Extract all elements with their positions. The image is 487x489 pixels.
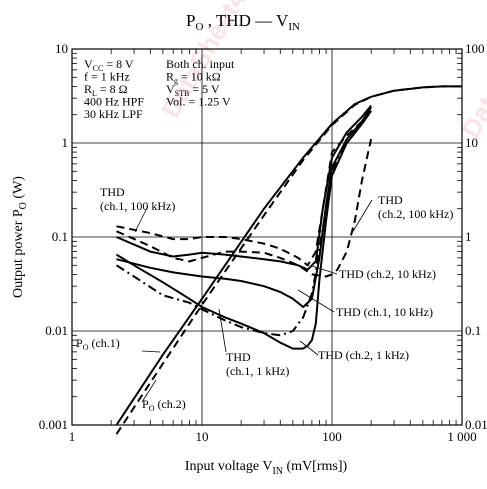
leader-line-po_ch2 (141, 379, 157, 403)
series-thd2_100k (116, 138, 373, 278)
series-thd2_1k (115, 110, 372, 350)
curve-label-thd_ch1_10k: THD (ch.1, 10 kHz) (336, 305, 433, 319)
series-lines (115, 85, 462, 435)
leader-line-thd_ch2_10k (311, 265, 338, 275)
y-tick-label-right: 0.01 (465, 417, 487, 432)
y-tick-label-right: 1 (465, 229, 472, 244)
condition-left: f = 1 kHz (84, 70, 130, 84)
condition-right: Both ch. input (166, 57, 235, 71)
title-sub-o: O (196, 21, 204, 33)
condition-right: Vol. = 1.25 V (166, 95, 231, 109)
curve-label-thd_ch1_1k: (ch.1, 1 kHz) (226, 364, 289, 378)
x-axis-label: Input voltage VIN (mV[rms]) (185, 459, 348, 477)
leader-line-po_ch1 (141, 350, 161, 353)
series-thd1_10k (116, 106, 372, 308)
leader-line-thd_ch2_100k (351, 199, 373, 234)
y-tick-label-right: 100 (465, 41, 485, 56)
y-tick-label-right: 0.1 (465, 323, 481, 338)
title-p: P (186, 11, 195, 30)
curve-label-thd_ch1_100k: THD (100, 185, 125, 199)
x-tick-label: 100 (322, 429, 342, 444)
grid (72, 49, 462, 425)
condition-right: VSTB = 5 V (166, 82, 220, 98)
series-thd1_100k (116, 110, 372, 267)
y-tick-label-left: 0.1 (52, 229, 68, 244)
curve-label-po_ch1: PO (ch.1) (76, 336, 120, 352)
axis-labels: 1 10 100 1 000 0.001 0.01 0.1 1 10 0.01 0.1 1 10 100 I… (11, 41, 487, 477)
y-tick-label-left: 0.01 (45, 323, 68, 338)
y-tick-label-left: 10 (55, 41, 68, 56)
curve-label-thd_ch2_1k: THD (ch.2, 1 kHz) (318, 348, 409, 362)
title-mid: , THD — V (203, 11, 289, 30)
leader-line-thd_ch2_1k (299, 340, 319, 356)
curve-label-thd_ch2_10k: THD (ch.2, 10 kHz) (339, 267, 436, 281)
condition-left: VCC = 8 V (84, 57, 134, 73)
y-tick-label-left: 0.001 (39, 417, 68, 432)
watermark: DataSheet4U (455, 0, 487, 143)
leader-line-thd_ch1_100k (134, 205, 149, 233)
x-tick-label: 1 (69, 429, 76, 444)
chart-title: PO , THD — VIN (186, 11, 300, 33)
title-sub-in: IN (288, 21, 300, 33)
series-thd1_1k (115, 110, 372, 337)
x-tick-label: 1 000 (447, 429, 476, 444)
curve-label-thd_ch2_100k: THD (378, 193, 403, 207)
condition-left: 400 Hz HPF (84, 95, 144, 109)
series-po2 (115, 85, 462, 435)
curve-label-thd_ch2_100k: (ch.2, 100 kHz) (378, 207, 453, 221)
x-tick-label: 10 (196, 429, 209, 444)
svg-text:PO , THD — VIN: PO , THD — VIN (186, 11, 300, 33)
leader-line-thd_ch1_1k (218, 308, 227, 353)
y-tick-label-left: 1 (62, 135, 69, 150)
plot-frame (71, 48, 463, 426)
axis-ticks (72, 49, 462, 425)
curve-label-thd_ch1_1k: THD (226, 350, 251, 364)
leader-line-thd_ch1_10k (297, 289, 335, 313)
y-axis-label: Output power PO (W) (11, 176, 29, 298)
series-thd2_10k (116, 104, 372, 271)
y-tick-label-right: 10 (465, 135, 478, 150)
curve-label-po_ch2: PO (ch.2) (142, 397, 186, 413)
condition-right: Rg = 10 kΩ (166, 70, 221, 86)
condition-left: RL = 8 Ω (84, 82, 128, 98)
curve-label-thd_ch1_100k: (ch.1, 100 kHz) (100, 199, 175, 213)
condition-left: 30 kHz LPF (84, 107, 143, 121)
